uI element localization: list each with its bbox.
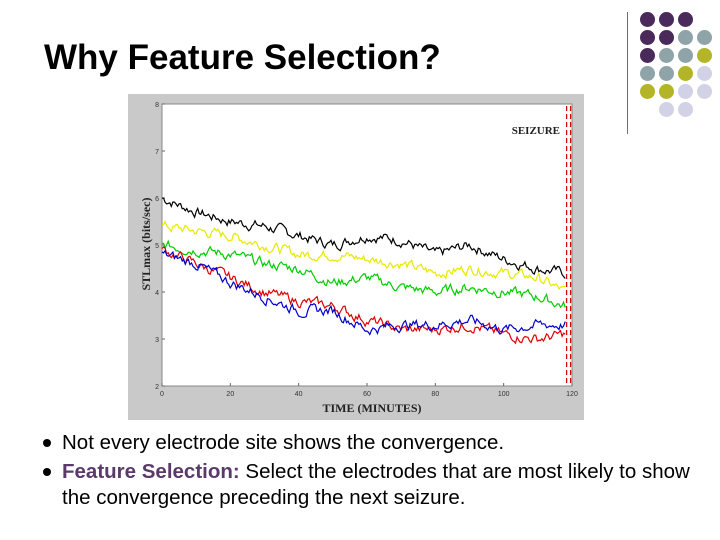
dot (678, 48, 693, 63)
dot (697, 48, 712, 63)
x-tick-label: 100 (498, 391, 510, 398)
x-tick-label: 0 (160, 391, 164, 398)
stlmax-chart: 2 3 4 5 6 7 8 0 20 40 60 80 100 120 SEIZURE TIME (MI… (128, 94, 584, 420)
decorative-divider (627, 12, 628, 134)
x-tick-label: 60 (363, 391, 371, 398)
dot (697, 84, 712, 99)
dot (640, 30, 655, 45)
dot (678, 102, 693, 117)
dot (659, 48, 674, 63)
slide-title: Why Feature Selection? (44, 38, 441, 77)
plot-area (161, 103, 573, 387)
dot (640, 66, 655, 81)
bullet-item: Feature Selection: Select the electrodes… (42, 459, 702, 511)
dot (697, 66, 712, 81)
dot (659, 30, 674, 45)
bullet-marker (43, 439, 51, 447)
bullet-text: Select the electrodes that are most like… (62, 460, 690, 509)
y-tick-label: 2 (155, 384, 159, 391)
dot (697, 30, 712, 45)
dot (678, 30, 693, 45)
y-tick-label: 8 (155, 102, 159, 109)
series-line (161, 249, 566, 336)
dot (678, 84, 693, 99)
dot (659, 102, 674, 117)
x-tick-label: 40 (295, 391, 303, 398)
seizure-annotation: SEIZURE (512, 125, 560, 137)
x-tick-label: 120 (566, 391, 578, 398)
y-tick-label: 4 (155, 290, 159, 297)
x-axis-label: TIME (MINUTES) (322, 401, 421, 415)
bullet-text: Not every electrode site shows the conve… (62, 431, 505, 454)
bullet-label: Feature Selection: (62, 460, 240, 483)
dot (640, 84, 655, 99)
series-line (161, 246, 566, 345)
dot (678, 66, 693, 81)
series-line (161, 220, 566, 291)
x-tick-label: 80 (431, 391, 439, 398)
series-line (161, 239, 566, 309)
y-tick-label: 7 (155, 149, 159, 156)
dot (640, 48, 655, 63)
y-tick-label: 6 (155, 196, 159, 203)
dot (659, 12, 674, 27)
bullet-list: Not every electrode site shows the conve… (42, 430, 702, 511)
bullet-marker (43, 468, 51, 476)
series-line (161, 197, 566, 279)
dot (640, 12, 655, 27)
dot (659, 84, 674, 99)
bullet-item: Not every electrode site shows the conve… (42, 430, 702, 456)
x-tick-label: 20 (226, 391, 234, 398)
dot (678, 12, 693, 27)
y-axis-label: STLmax (bits/sec) (139, 197, 153, 290)
y-tick-label: 3 (155, 337, 159, 344)
y-tick-label: 5 (155, 243, 159, 250)
dot (659, 66, 674, 81)
